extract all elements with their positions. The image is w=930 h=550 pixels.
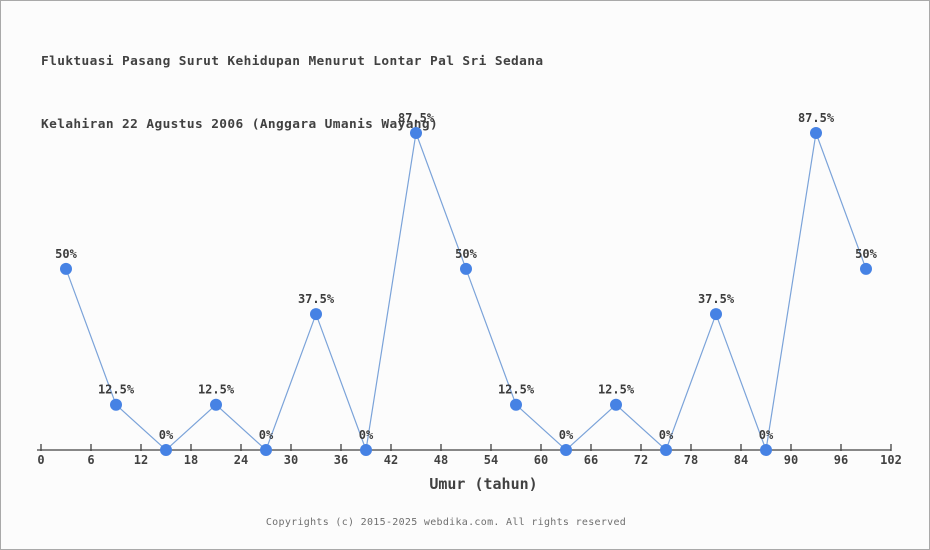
data-point [60,262,72,275]
x-axis-tick-label: 30 [284,453,298,467]
data-point [460,262,472,275]
data-point-label: 50% [55,247,77,261]
x-axis-tick-label: 90 [784,453,798,467]
data-point [260,444,272,456]
data-point-label: 12.5% [498,383,535,397]
x-axis-tick-label: 18 [184,453,198,467]
x-axis-tick-label: 60 [534,453,548,467]
x-axis-tick-label: 6 [87,453,94,467]
data-point-label: 87.5% [798,111,835,125]
data-point-label: 0% [259,428,274,442]
data-point [510,398,522,411]
data-point [710,308,722,321]
data-point-label: 37.5% [698,292,735,306]
data-point-label: 0% [559,428,574,442]
chart-title-line2: Kelahiran 22 Agustus 2006 (Anggara Umani… [41,117,439,132]
data-point [610,398,622,411]
data-point [160,444,172,456]
data-point [210,398,222,411]
data-point-label: 0% [159,428,174,442]
data-point [660,444,672,456]
x-axis-tick-label: 72 [634,453,648,467]
x-axis-tick-label: 0 [37,453,44,467]
data-point-label: 0% [659,428,674,442]
data-point-label: 50% [455,247,477,261]
data-point-label: 87.5% [398,111,435,125]
x-axis-tick-label: 84 [734,453,748,467]
x-axis-tick-label: 54 [484,453,498,467]
data-point [110,398,122,411]
data-point-label: 0% [759,428,774,442]
data-point-label: 12.5% [598,383,635,397]
data-point-label: 12.5% [198,383,235,397]
x-axis-label: Umur (tahun) [429,475,538,493]
x-axis-tick-label: 36 [334,453,348,467]
data-point-label: 12.5% [98,383,135,397]
x-axis-tick-label: 66 [584,453,598,467]
chart-title: Fluktuasi Pasang Surut Kehidupan Menurut… [41,9,543,177]
data-point-label: 37.5% [298,292,335,306]
data-point [560,444,572,456]
chart-title-line1: Fluktuasi Pasang Surut Kehidupan Menurut… [41,54,544,69]
x-axis-tick-label: 102 [880,453,902,467]
x-axis-tick-label: 42 [384,453,398,467]
data-point [860,262,872,275]
data-point [410,127,422,139]
x-axis-tick-label: 12 [134,453,148,467]
x-axis-tick-label: 48 [434,453,448,467]
data-point [360,444,372,456]
x-axis-tick-label: 96 [834,453,848,467]
x-axis-tick-label: 24 [234,453,248,467]
data-line [65,130,867,453]
data-point [310,308,322,321]
data-point-label: 50% [855,247,877,261]
data-point [760,444,772,456]
x-axis-tick-label: 78 [684,453,698,467]
copyright-text: Copyrights (c) 2015-2025 webdika.com. Al… [265,517,627,528]
data-point-label: 0% [359,428,374,442]
data-point [810,127,822,139]
